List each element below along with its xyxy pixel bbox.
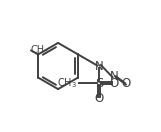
- Text: O: O: [109, 77, 118, 90]
- Text: N: N: [95, 60, 103, 72]
- Text: N: N: [110, 70, 118, 83]
- Text: CH₃: CH₃: [31, 45, 49, 55]
- Text: S: S: [95, 77, 103, 90]
- Text: CH$_3$: CH$_3$: [57, 76, 77, 90]
- Text: O: O: [94, 92, 104, 105]
- Text: O: O: [121, 77, 131, 90]
